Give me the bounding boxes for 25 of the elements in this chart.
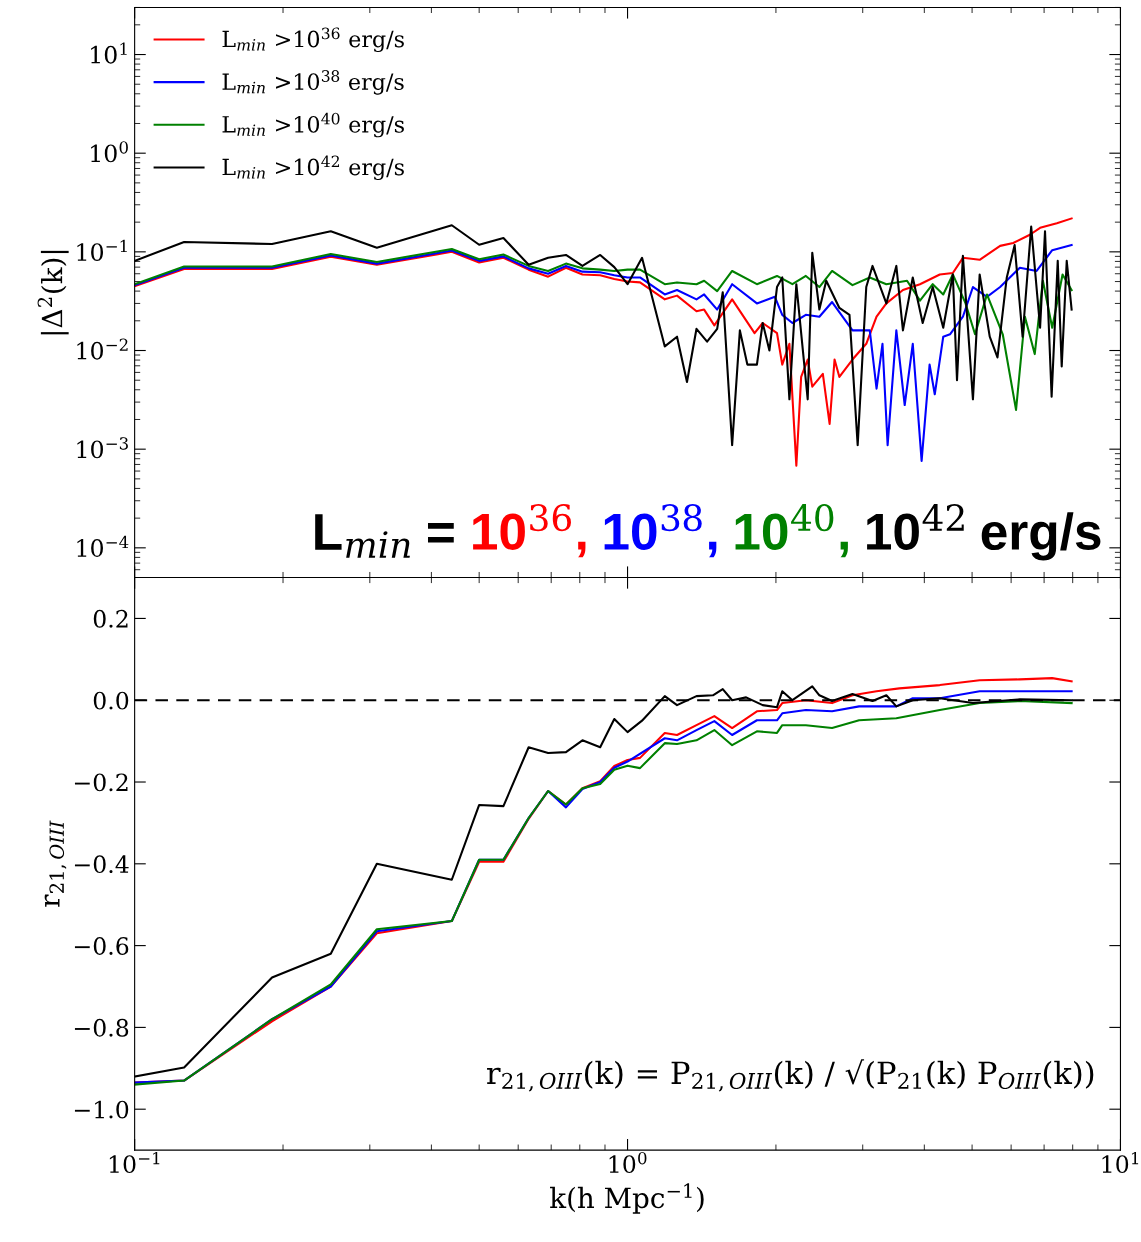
y-tick-label: −0.2 bbox=[74, 773, 128, 792]
y-tick-label: 10$^{−2}$ bbox=[77, 338, 128, 360]
y-tick-label: −0.6 bbox=[74, 937, 129, 955]
y-tick-label: −1.0 bbox=[74, 1100, 129, 1119]
y-tick-label: 0.0 bbox=[93, 691, 129, 710]
legend-label: L$_{min}$ >10$^{38}$ erg/s bbox=[222, 70, 404, 95]
y-tick-label: 10$^{0}$ bbox=[91, 141, 128, 163]
y-tick-label: 0.2 bbox=[93, 609, 128, 628]
x-tick-label: 10$^{−1}$ bbox=[109, 1151, 160, 1174]
y-axis-title: |Δ$^{2}$(k)| bbox=[37, 250, 69, 335]
y-tick-label: −0.8 bbox=[74, 1018, 129, 1037]
x-axis-title: k(h Mpc$^{−1}$) bbox=[550, 1183, 704, 1214]
y-tick-label: 10$^{−1}$ bbox=[77, 239, 127, 261]
y-tick-label: −0.4 bbox=[74, 855, 129, 874]
legend-label: L$_{min}$ >10$^{36}$ erg/s bbox=[222, 27, 404, 53]
x-tick-label: 10$^{1}$ bbox=[1102, 1151, 1139, 1174]
y-tick-label: 10$^{−4}$ bbox=[77, 535, 129, 557]
text: r$_{21,OIII}$(k) = P$_{21,OIII}$(k) / √(P$_{21}$(k) P$_{OIII}$(k)) bbox=[487, 1059, 1094, 1092]
y-tick-label: 10$^{1}$ bbox=[91, 42, 127, 64]
legend-label: L$_{min}$ >10$^{42}$ erg/s bbox=[222, 155, 404, 181]
legend-label: L$_{min}$ >10$^{40}$ erg/s bbox=[222, 112, 404, 138]
text: L$_{min}$ = 10$^{36}$, 10$^{38}$, 10$^{40}$, 10$^{42}$ erg/s bbox=[315, 504, 1101, 561]
y-tick-label: 10$^{−3}$ bbox=[77, 437, 128, 459]
x-tick-label: 10$^{0}$ bbox=[609, 1151, 647, 1174]
y-axis-title: r$_{21,OIII}$ bbox=[44, 820, 67, 907]
